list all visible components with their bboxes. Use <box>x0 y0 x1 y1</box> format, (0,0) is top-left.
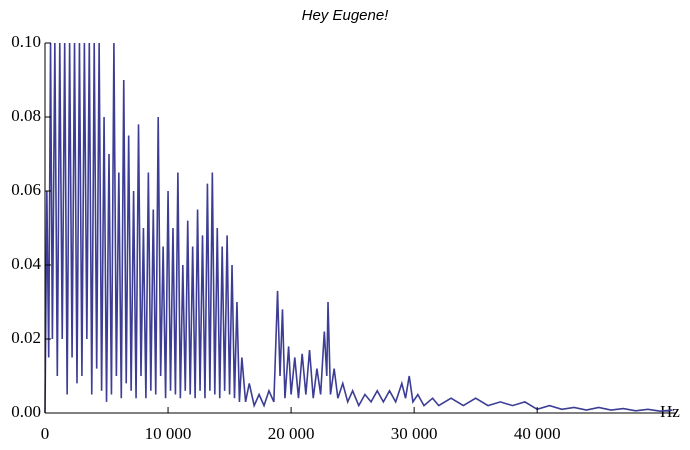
chart-title: Hey Eugene! <box>302 7 390 24</box>
x-tick-label: 40 000 <box>514 424 561 443</box>
x-tick-label: 10 000 <box>145 424 192 443</box>
spectrum-line <box>44 42 673 414</box>
x-tick-label: 20 000 <box>268 424 315 443</box>
x-axis-label: Hz <box>660 402 680 421</box>
y-tick-label: 0.06 <box>11 180 41 199</box>
x-tick-label: 30 000 <box>391 424 438 443</box>
y-tick-label: 0.02 <box>11 328 41 347</box>
y-tick-label: 0.10 <box>11 32 41 51</box>
x-tick-label: 0 <box>41 424 50 443</box>
y-tick-label: 0.00 <box>11 402 41 421</box>
y-tick-label: 0.08 <box>11 106 41 125</box>
y-tick-label: 0.04 <box>11 254 41 273</box>
